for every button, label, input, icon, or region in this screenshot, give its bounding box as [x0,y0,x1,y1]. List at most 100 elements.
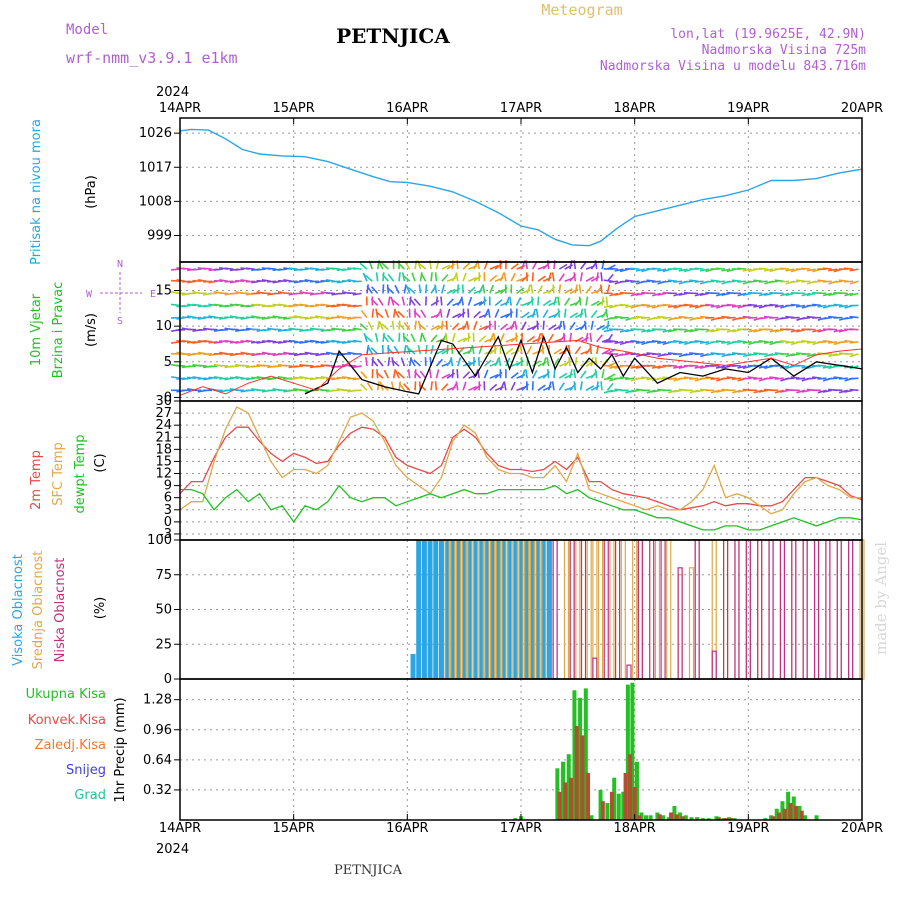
wind-arrow [203,377,213,381]
convective-precip-bar [669,812,674,820]
y-tick-label: 0.32 [143,783,172,798]
wind-arrow [499,272,505,282]
wind-arrow [365,274,373,282]
wind-arrow [609,340,619,343]
wind-arrow [352,304,362,308]
wind-arrow [710,377,720,381]
total-precip-bar [648,815,653,820]
wind-arrow [374,332,379,343]
total-precip-bar [683,815,688,820]
wind-arrow [462,381,467,391]
wind-arrow [646,364,656,367]
wind-arrow [806,377,816,380]
time-label: 19APR [727,101,769,116]
wind-arrow [817,389,827,394]
high-cloud-bar [535,540,541,679]
time-label: 20APR [841,821,883,836]
wind-arrow [812,376,822,379]
wind-arrow [828,341,838,344]
wind-arrow [579,381,583,391]
wind-arrow [833,303,843,307]
convective-precip-bar [580,735,585,820]
wind-arrow [651,280,661,283]
wind-arrow [471,344,475,355]
wind-arrow [352,267,362,270]
wind-arrow [283,377,293,380]
wind-arrow [758,280,768,283]
wind-arrow [662,376,672,379]
wind-arrow [838,304,848,308]
wind-arrow [790,353,800,357]
wind-arrow [391,320,395,330]
low-cloud-bar [711,650,717,680]
wind-arrow [381,262,389,270]
wind-arrow [547,381,552,391]
wind-arrow [478,335,487,343]
pressure-ylabel: Pritisak na nivou mora [29,119,44,265]
wind-arrow [315,341,325,344]
legend-konvek: Konvek.Kisa [28,713,106,728]
wind-arrow [801,292,811,297]
wind-arrow [646,279,656,283]
total-precip-bar [644,815,649,820]
wind-arrow [715,389,726,393]
wind-arrow [694,316,704,320]
wind-arrow [817,364,827,367]
wind-arrow [753,389,763,394]
model-name: wrf-nmm_v3.9.1 e1km [66,49,238,67]
sfc-ylabel: SFC Temp [51,442,66,506]
time-label: 14APR [159,821,201,836]
wind-arrow [548,324,557,331]
wind-arrow [352,327,362,331]
wind-arrow [662,316,672,319]
wind-arrow [780,292,790,297]
wind-arrow [293,365,303,368]
y-tick-label: 6 [164,491,172,506]
wind-arrow [557,296,561,306]
wind-arrow [299,341,309,344]
compass-n: N [117,259,123,270]
time-label: 15APR [273,101,315,116]
wind-arrow [758,316,768,320]
wind-arrow [531,296,534,306]
y-tick-label: 9 [164,479,172,494]
convective-precip-bar [563,782,568,820]
model-label: Model [66,22,108,38]
wind-arrow [630,292,640,297]
wind-arrow [413,310,421,319]
wind-arrow [398,382,406,391]
wind-arrow [589,344,593,355]
wind-arrow [483,369,489,379]
wind-arrow [562,320,566,330]
total-precip-bar [612,777,617,820]
high-cloud-bar [427,540,433,679]
wind-arrow [466,320,470,330]
wind-arrow [796,364,806,367]
wind-arrow [603,304,613,308]
wind-arrow [186,365,197,368]
wind-arrow [435,369,440,379]
wind-arrow [651,340,661,343]
wind-arrow [240,328,250,332]
wind-arrow [494,357,500,367]
wind-arrow [651,365,661,369]
footer-station: PETNJICA [334,863,403,878]
wind-arrow [822,267,832,270]
total-precip-bar [727,817,732,820]
convective-precip-bar [771,816,776,820]
wind-arrow [763,377,774,380]
precip-panel: 0.32 0.64 0.96 1.28 [143,679,862,820]
wind-arrow [387,296,391,306]
y-tick-label: 0.96 [143,723,172,738]
wind-arrow [742,341,752,344]
wind-arrow [833,376,843,379]
wind-arrow [325,328,335,332]
wind-arrow [599,284,603,294]
wind-arrow [467,286,476,294]
watermark: made by Angel [872,542,890,655]
total-precip-bar [572,690,577,820]
wind-arrow [525,272,529,282]
wind-arrow [371,308,375,318]
wind-arrow [503,272,507,282]
wind-arrow [224,280,234,283]
